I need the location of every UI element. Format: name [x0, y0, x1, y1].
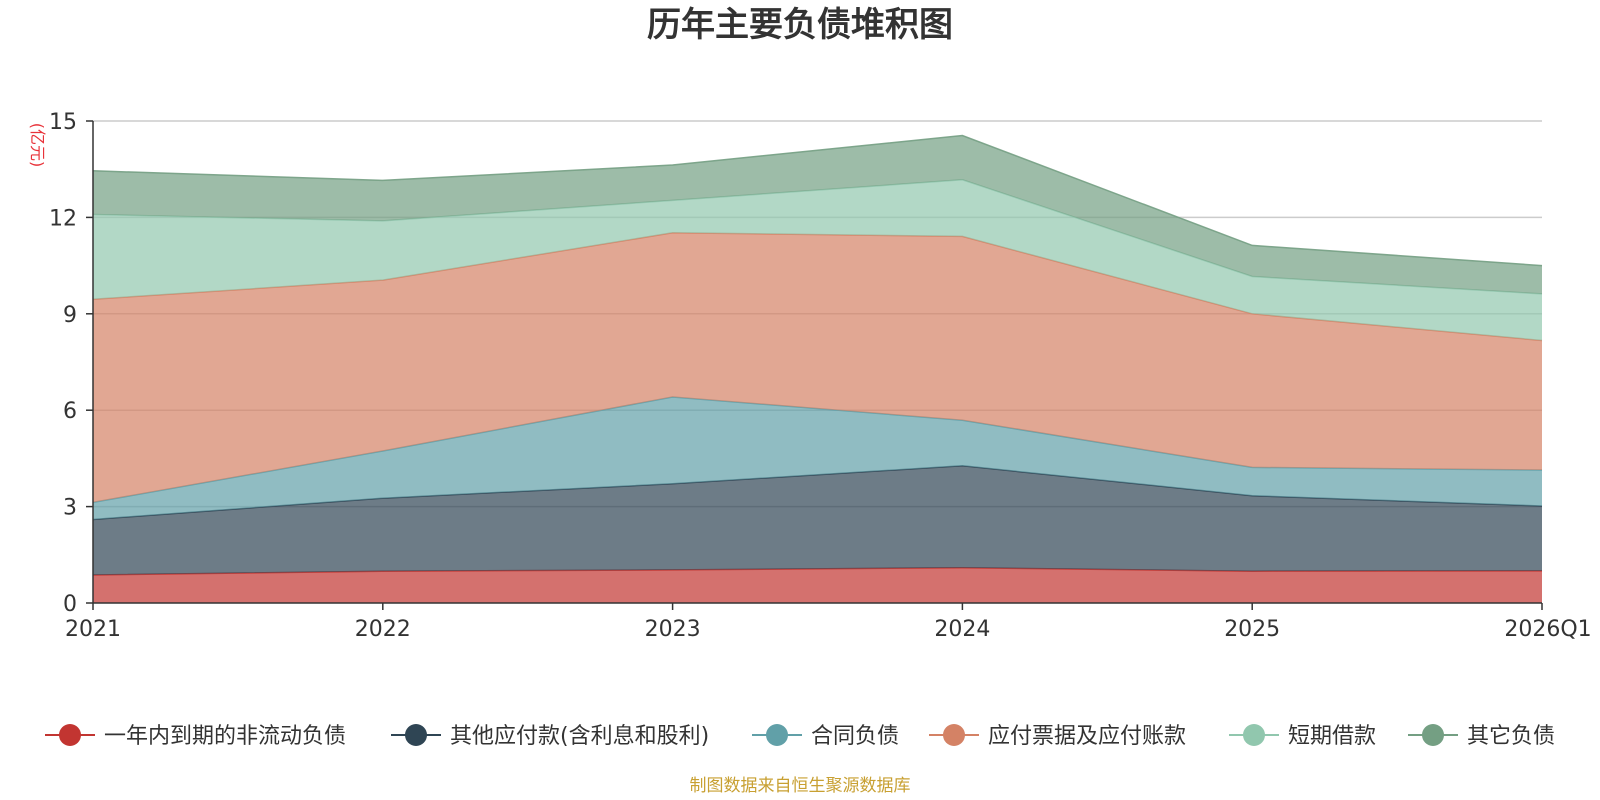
area-series-3 — [93, 397, 1542, 520]
legend-label: 其他应付款(含利息和股利) — [450, 724, 709, 749]
area-series-layer — [92, 134, 1543, 603]
legend-marker-icon — [1422, 724, 1444, 746]
x-tick-label: 2023 — [645, 617, 701, 642]
x-tick-label: 2022 — [355, 617, 411, 642]
data-source-note: 制图数据来自恒生聚源数据库 — [690, 776, 911, 796]
area-series-5 — [93, 179, 1542, 341]
x-tick-label: 2026Q1 — [1504, 617, 1591, 642]
y-tick-label: 12 — [49, 206, 77, 231]
x-tick-label: 2025 — [1224, 617, 1280, 642]
legend-item-4[interactable]: 应付票据及应付账款 — [929, 724, 1186, 749]
area-series-6-line — [92, 134, 1543, 267]
legend-label: 一年内到期的非流动负债 — [104, 724, 346, 749]
legend: 一年内到期的非流动负债 其他应付款(含利息和股利) 合同负债 应付票据及应付账款 短期借… — [45, 724, 1555, 749]
legend-item-6[interactable]: 其它负债 — [1408, 724, 1555, 749]
chart-title: 历年主要负债堆积图 — [647, 5, 953, 45]
legend-marker-icon — [1243, 724, 1265, 746]
y-tick-label: 15 — [49, 110, 77, 135]
legend-label: 其它负债 — [1467, 724, 1555, 749]
y-tick-label: 9 — [63, 303, 77, 328]
legend-marker-icon — [59, 724, 81, 746]
area-series-1 — [93, 567, 1542, 603]
x-tick-label: 2021 — [65, 617, 121, 642]
legend-marker-icon — [405, 724, 427, 746]
legend-item-3[interactable]: 合同负债 — [752, 724, 899, 749]
legend-item-5[interactable]: 短期借款 — [1229, 724, 1376, 749]
legend-marker-icon — [943, 724, 965, 746]
legend-label: 合同负债 — [811, 724, 899, 749]
area-series-4 — [93, 232, 1542, 503]
area-series-2 — [93, 465, 1542, 575]
axes: 0 3 6 9 12 15 2021 2022 2023 2024 2025 2026Q1 — [49, 110, 1592, 642]
legend-item-1[interactable]: 一年内到期的非流动负债 — [45, 724, 346, 749]
legend-marker-icon — [766, 724, 788, 746]
legend-label: 短期借款 — [1288, 724, 1376, 749]
y-axis-unit-label: (亿元) — [28, 123, 47, 168]
y-tick-label: 6 — [63, 399, 77, 424]
legend-label: 应付票据及应付账款 — [988, 724, 1186, 749]
x-tick-label: 2024 — [934, 617, 990, 642]
legend-item-2[interactable]: 其他应付款(含利息和股利) — [391, 724, 709, 749]
area-series-6 — [93, 135, 1542, 294]
y-tick-label: 0 — [63, 592, 77, 617]
y-tick-label: 3 — [63, 496, 77, 521]
